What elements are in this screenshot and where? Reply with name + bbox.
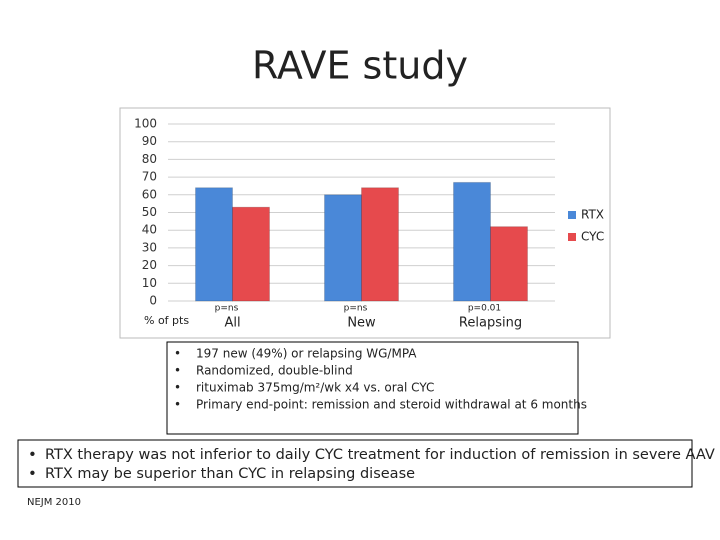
bullet: •	[174, 364, 181, 378]
conclusion-line: RTX may be superior than CYC in relapsin…	[45, 466, 415, 482]
y-tick-label: 10	[142, 276, 157, 290]
x-tick-label: Relapsing	[459, 316, 522, 331]
detail-line: rituximab 375mg/m²/wk x4 vs. oral CYC	[196, 381, 434, 395]
y-tick-label: 20	[142, 258, 157, 272]
x-tick-label: New	[347, 316, 376, 331]
bullet: •	[28, 465, 37, 483]
details-box	[166, 341, 579, 435]
y-tick-label: 50	[142, 205, 157, 219]
y-tick-label: 90	[142, 134, 157, 148]
conclusion-line: RTX therapy was not inferior to daily CY…	[45, 447, 715, 463]
bullet: •	[174, 381, 181, 395]
detail-line: Randomized, double-blind	[196, 364, 353, 378]
legend-swatch	[568, 211, 576, 219]
bar	[232, 206, 270, 302]
bar	[324, 194, 362, 302]
y-tick-label: 80	[142, 152, 157, 166]
detail-line: Primary end-point: remission and steroid…	[196, 398, 587, 412]
y-tick-label: 60	[142, 187, 157, 201]
legend-swatch	[568, 233, 576, 241]
bar	[195, 187, 233, 302]
bullet: •	[174, 347, 181, 361]
annotation: p=0.01	[468, 304, 501, 314]
y-tick-label: 100	[134, 117, 157, 131]
annotation: p=ns	[215, 304, 239, 314]
conclusions-box	[17, 439, 693, 488]
detail-line: 197 new (49%) or relapsing WG/MPA	[196, 347, 417, 361]
slide-title: RAVE study	[252, 44, 468, 88]
legend-label: CYC	[581, 230, 604, 244]
bar	[490, 226, 528, 302]
y-axis-label: % of pts	[144, 314, 189, 327]
legend-label: RTX	[581, 208, 604, 222]
bullet: •	[174, 398, 181, 412]
y-tick-label: 0	[149, 294, 157, 308]
source: NEJM 2010	[27, 497, 81, 508]
x-tick-label: All	[224, 316, 240, 331]
bar	[361, 187, 399, 302]
y-tick-label: 40	[142, 223, 157, 237]
bullet: •	[28, 446, 37, 464]
bar	[453, 181, 491, 302]
y-tick-label: 30	[142, 240, 157, 254]
y-tick-label: 70	[142, 170, 157, 184]
annotation: p=ns	[344, 304, 368, 314]
